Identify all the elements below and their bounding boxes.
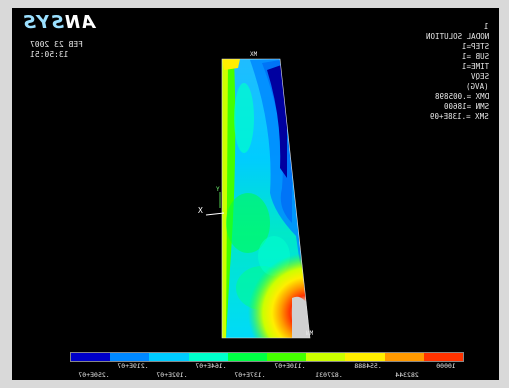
legend-bottom-label-2: .137E+07: [234, 371, 266, 379]
graphics-viewport[interactable]: ANSYS FEB 23 2007 13:50:51 1 NODAL SOLUT…: [12, 8, 499, 380]
legend-bottom-label-4: .250E+07: [77, 371, 110, 379]
legend-bottom-labels: 282344 .827031 .137E+07 .192E+07 .250E+07: [12, 371, 499, 380]
contour-legend-bar: [70, 352, 464, 362]
legend-band-9: [423, 353, 464, 361]
legend-top-label-1: .554888: [354, 362, 382, 370]
legend-bottom-label-0: 282344: [395, 371, 419, 379]
legend-band-0: [71, 353, 111, 361]
legend-top-label-2: .110E+07: [273, 362, 306, 370]
contour-plot: [205, 58, 311, 339]
legend-band-6: [306, 353, 346, 361]
legend-band-3: [188, 353, 228, 361]
legend-band-2: [149, 353, 189, 361]
legend-top-label-0: 10000: [436, 362, 457, 370]
min-marker-label: MN: [306, 330, 314, 337]
x-axis-label: X: [198, 206, 203, 215]
legend-band-1: [110, 353, 150, 361]
legend-bottom-label-1: .827031: [315, 371, 343, 379]
legend-bottom-label-3: .192E+07: [156, 371, 188, 379]
legend-band-7: [345, 353, 385, 361]
max-marker-label: MX: [250, 51, 258, 58]
legend-band-4: [227, 353, 268, 361]
legend-band-8: [384, 353, 424, 361]
legend-top-label-3: .164E+07: [195, 362, 227, 370]
y-axis-label: Y: [216, 186, 220, 193]
legend-top-label-4: .219E+07: [117, 362, 149, 370]
legend-band-5: [267, 353, 307, 361]
